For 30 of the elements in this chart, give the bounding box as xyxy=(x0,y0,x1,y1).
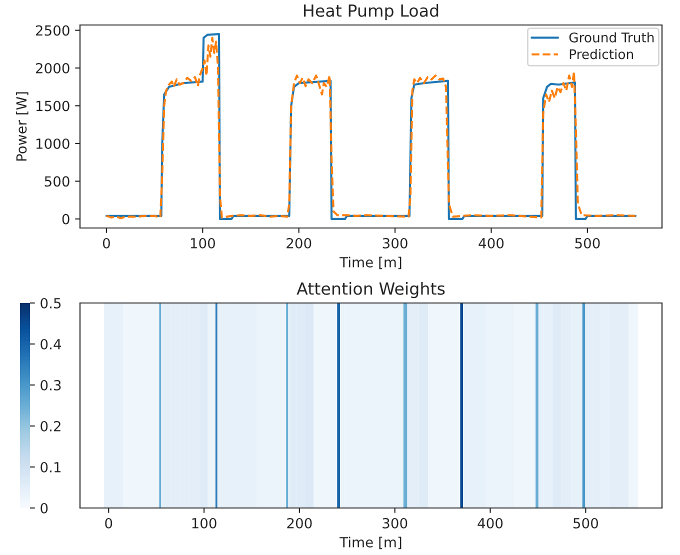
legend-label: Ground Truth xyxy=(569,32,654,42)
x-tick-label: 400 xyxy=(478,518,503,528)
x-tick-label: 200 xyxy=(286,238,312,248)
y-axis-title: Power [W] xyxy=(16,92,28,161)
x-tick-label: 100 xyxy=(190,238,215,248)
x-axis-title: Time [m] xyxy=(340,256,402,270)
y-tick-label: 1500 xyxy=(36,100,70,112)
y-tick-label: 0 xyxy=(62,214,70,224)
color-bar-label: 0.2 xyxy=(40,420,60,432)
x-tick-label: 400 xyxy=(478,238,504,248)
x-tick-label: 500 xyxy=(573,518,598,528)
legend-label: Prediction xyxy=(570,48,634,60)
y-tick-label: 1000 xyxy=(36,138,70,149)
y-tick-label: 2000 xyxy=(36,62,70,74)
chart-title: Attention Weights xyxy=(296,282,445,298)
chart-title: Heat Pump Load xyxy=(304,4,438,20)
x-tick-label: 500 xyxy=(575,238,600,248)
color-bar-label: 0.1 xyxy=(40,462,61,472)
y-tick-label: 2500 xyxy=(36,25,70,36)
x-tick-label: 300 xyxy=(382,238,408,248)
color-bar-label: 0.5 xyxy=(40,298,61,308)
x-tick-label: 200 xyxy=(287,518,312,528)
x-tick-label: 0 xyxy=(102,238,110,248)
x-tick-label: 300 xyxy=(382,518,408,528)
x-axis-title: Time [m] xyxy=(340,536,402,550)
y-tick-label: 500 xyxy=(44,176,70,187)
color-bar-label: 0.3 xyxy=(40,380,61,390)
x-tick-label: 0 xyxy=(105,518,112,528)
color-bar-label: 0.4 xyxy=(40,338,62,350)
x-tick-label: 100 xyxy=(192,518,216,528)
